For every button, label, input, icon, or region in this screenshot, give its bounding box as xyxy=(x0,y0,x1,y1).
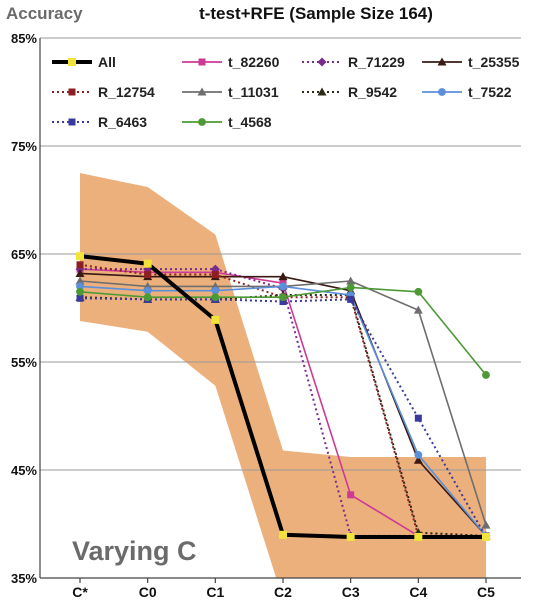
legend-marker xyxy=(317,87,327,96)
chart-title: t-test+RFE (Sample Size 164) xyxy=(199,4,433,23)
accuracy-range-band xyxy=(80,173,486,578)
legend-marker xyxy=(68,88,76,96)
y-axis-label: Accuracy xyxy=(6,4,83,23)
annotation-varying-c: Varying C xyxy=(72,536,197,566)
data-point-t-4568 xyxy=(76,287,84,296)
legend-marker xyxy=(438,88,446,96)
legend-marker xyxy=(437,57,447,66)
data-point-r-12754 xyxy=(76,261,84,269)
data-point-all xyxy=(279,530,287,539)
data-point-t-11031 xyxy=(413,305,423,314)
data-point-t-25355 xyxy=(278,272,288,281)
data-point-t-4568 xyxy=(211,293,220,302)
legend-label: R_6463 xyxy=(98,114,147,130)
legend-entry-r-9542: R_9542 xyxy=(302,84,397,100)
legend-entry-t-82260: t_82260 xyxy=(182,54,280,70)
x-tick-label: C1 xyxy=(206,584,224,600)
legend-label: t_82260 xyxy=(228,54,280,70)
series-lines xyxy=(75,252,491,541)
series-t-4568 xyxy=(76,283,490,379)
data-point-all xyxy=(414,532,423,541)
data-point-t-7522 xyxy=(211,286,220,295)
legend-entry-t-25355: t_25355 xyxy=(422,54,520,70)
data-point-t-82260 xyxy=(347,491,355,499)
legend-entry-r-6463: R_6463 xyxy=(52,114,147,130)
legend-label: t_4568 xyxy=(228,114,272,130)
legend-marker xyxy=(68,118,76,126)
data-point-all xyxy=(482,532,490,541)
y-tick-label: 75% xyxy=(11,139,37,154)
legend-label: t_7522 xyxy=(468,84,512,100)
data-point-r-6463 xyxy=(76,294,84,302)
legend-label: t_11031 xyxy=(228,84,279,100)
data-point-r-12754 xyxy=(211,271,219,279)
y-tick-label: 85% xyxy=(11,31,37,46)
legend: All t_82260 R_71229 t_25355 R_12754 t_11031 R_… xyxy=(46,44,520,138)
legend-entry-t-4568: t_4568 xyxy=(182,114,272,130)
y-tick-label: 55% xyxy=(11,355,37,370)
data-point-all xyxy=(211,315,220,324)
data-point-r-12754 xyxy=(144,271,152,279)
legend-marker xyxy=(198,118,206,126)
legend-marker xyxy=(197,87,207,96)
x-tick-label: C3 xyxy=(342,584,360,600)
legend-entry-t-11031: t_11031 xyxy=(182,84,279,100)
data-point-all xyxy=(76,252,84,261)
data-point-t-7522 xyxy=(279,282,287,291)
legend-box xyxy=(46,44,516,138)
legend-label: R_9542 xyxy=(348,84,397,100)
accuracy-band xyxy=(80,173,486,578)
data-point-t-25355 xyxy=(413,455,423,464)
series-all xyxy=(76,252,490,541)
x-tick-label: C4 xyxy=(409,584,427,600)
legend-label: R_12754 xyxy=(98,84,155,100)
data-point-all xyxy=(346,532,355,541)
x-tick-label: C2 xyxy=(274,584,292,600)
data-point-t-4568 xyxy=(279,293,287,302)
data-point-r-6463 xyxy=(414,414,422,422)
legend-entry-r-71229: R_71229 xyxy=(302,54,405,70)
data-point-t-4568 xyxy=(346,283,355,292)
data-point-r-6463 xyxy=(347,295,355,303)
legend-entry-r-12754: R_12754 xyxy=(52,84,155,100)
y-tick-label: 35% xyxy=(11,571,37,586)
legend-label: All xyxy=(98,54,116,70)
y-tick-label: 65% xyxy=(11,247,37,262)
data-point-r-6463 xyxy=(279,298,287,306)
data-point-t-7522 xyxy=(414,450,423,459)
data-point-t-7522 xyxy=(76,282,84,291)
y-tick-label: 45% xyxy=(11,463,37,478)
x-tick-label: C* xyxy=(72,584,88,600)
legend-marker xyxy=(198,58,206,66)
legend-marker xyxy=(68,58,76,66)
legend-entry-t-7522: t_7522 xyxy=(422,84,512,100)
x-tick-label: C0 xyxy=(139,584,157,600)
data-point-t-11031 xyxy=(346,276,356,285)
x-tick-label: C5 xyxy=(477,584,495,600)
data-point-t-7522 xyxy=(143,286,152,295)
data-point-t-4568 xyxy=(143,293,152,302)
legend-label: R_71229 xyxy=(348,54,405,70)
legend-entry-all: All xyxy=(52,54,116,70)
legend-label: t_25355 xyxy=(468,54,520,70)
data-point-all xyxy=(143,259,152,268)
data-point-t-4568 xyxy=(414,287,423,296)
axes: 35% 45% 55% 65% 75% 85% C* C0 C1 C2 C3 C4 C5 xyxy=(11,31,521,600)
legend-marker xyxy=(317,57,327,67)
data-point-t-4568 xyxy=(482,371,490,379)
data-point-t-11031 xyxy=(481,520,491,529)
data-point-t-11031 xyxy=(75,276,85,285)
data-point-t-25355 xyxy=(75,268,85,277)
